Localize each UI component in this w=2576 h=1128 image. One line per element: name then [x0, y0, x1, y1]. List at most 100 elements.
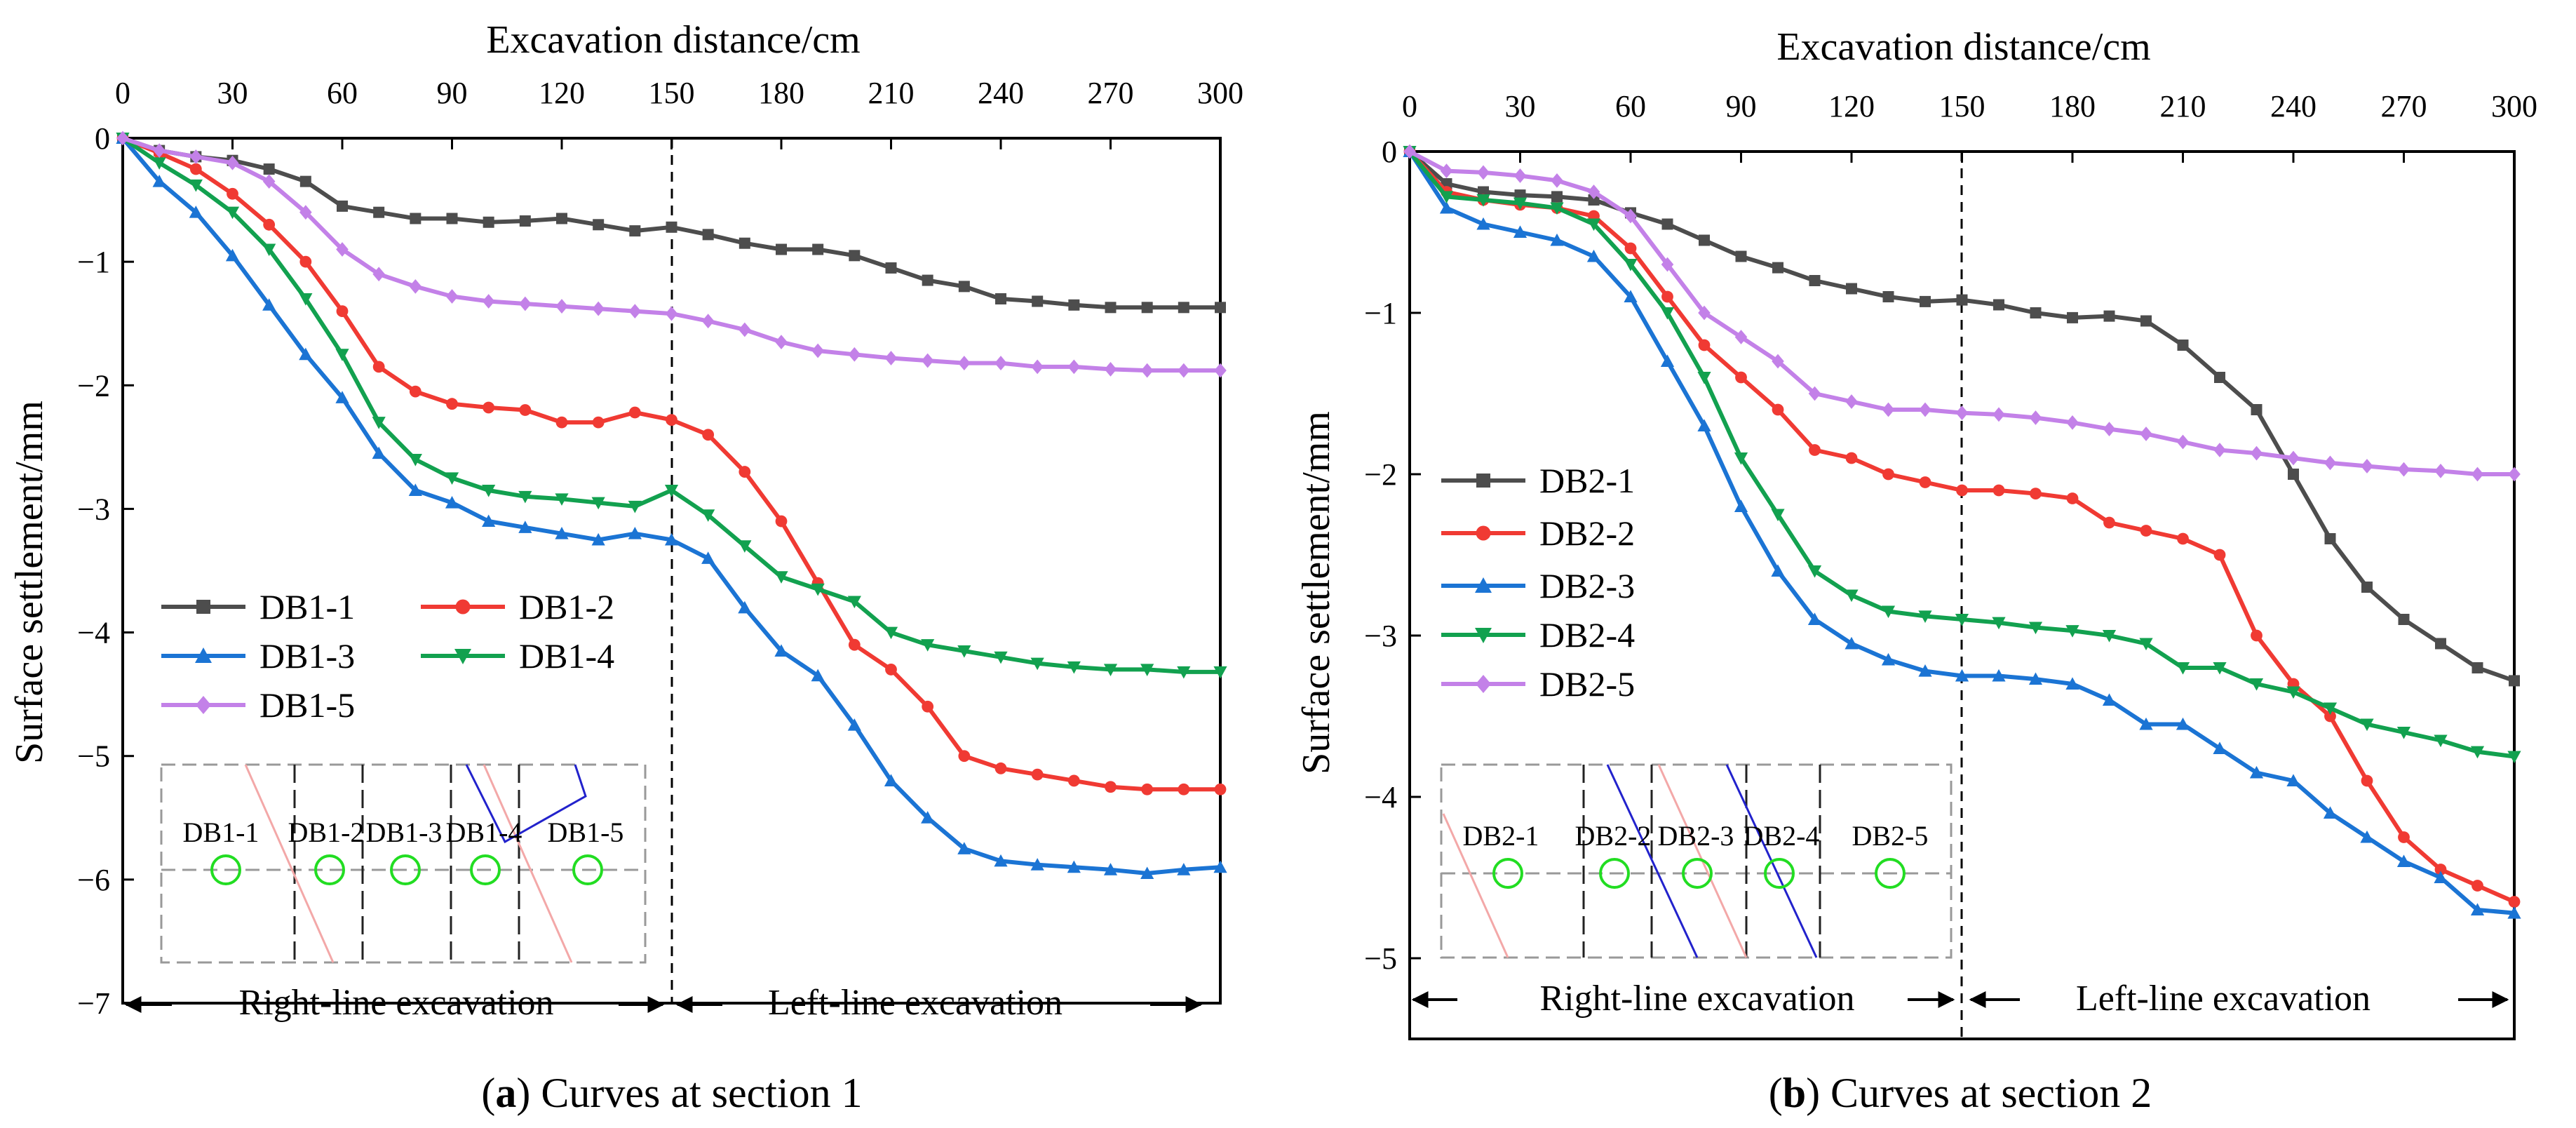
data-point: [2508, 896, 2521, 908]
y-tick-label: −6: [77, 863, 110, 897]
data-point: [2102, 693, 2117, 706]
x-tick-label: 180: [758, 76, 804, 110]
data-point: [408, 453, 422, 466]
panel-b-letter: b: [1783, 1070, 1806, 1116]
data-point: [518, 521, 532, 533]
y-tick-label: −5: [77, 739, 110, 774]
data-point: [629, 225, 641, 237]
data-point: [1882, 468, 1894, 481]
legend-label: DB2-3: [1539, 566, 1635, 605]
legend-item: DB2-1: [1441, 461, 1635, 500]
data-point: [2030, 307, 2042, 318]
data-point: [666, 414, 677, 427]
data-point: [847, 718, 861, 731]
inset-marker-circle: [1875, 858, 1906, 889]
data-point: [811, 583, 825, 596]
x-tick-label: 0: [1402, 89, 1417, 123]
legend-label: DB2-5: [1539, 664, 1635, 704]
legend-marker: [1475, 577, 1492, 593]
legend-item: DB1-5: [161, 685, 355, 725]
data-point: [409, 278, 422, 294]
data-point: [2472, 880, 2483, 892]
data-point: [1881, 605, 1896, 619]
x-tick-label: 150: [1939, 89, 1985, 123]
data-point: [1661, 218, 1673, 230]
x-tick-label: 90: [1726, 89, 1757, 123]
data-point: [628, 406, 641, 419]
data-point: [1955, 405, 1969, 420]
data-point: [1214, 783, 1227, 795]
legend-item: DB2-4: [1441, 615, 1635, 654]
legend-label: DB2-4: [1539, 615, 1635, 654]
x-tick-label: 30: [217, 76, 248, 110]
data-point: [739, 237, 750, 249]
data-point: [921, 639, 935, 652]
data-point: [2140, 315, 2152, 327]
data-point: [372, 361, 385, 373]
data-point: [884, 774, 898, 786]
inset-label: DB1-1: [183, 817, 259, 848]
data-point: [2139, 638, 2153, 651]
data-point: [2066, 492, 2079, 504]
panel-a-excavation-arrows: Right-line excavation Left-line excavati…: [124, 983, 1203, 1023]
panel-a-caption-text: Curves at section 1: [530, 1070, 862, 1116]
panel-a: Excavation distance/cm 0 30 60 90 120 150 180 2…: [8, 18, 1243, 1116]
data-point: [2249, 678, 2264, 691]
data-point: [1140, 866, 1154, 880]
panel-a-series: [116, 130, 1227, 880]
data-point: [555, 416, 568, 429]
x-tick-label: 240: [2270, 89, 2317, 123]
panel-a-legend: DB1-1 DB1-2 DB1-3 DB1-4 DB1-5: [161, 587, 614, 725]
data-point: [2176, 717, 2190, 730]
data-point: [1067, 661, 1081, 674]
data-point: [483, 216, 494, 228]
y-tick-label: −2: [1364, 457, 1397, 492]
inset-marker-circle: [390, 854, 421, 885]
legend-marker: [1476, 474, 1490, 488]
data-point: [1105, 781, 1117, 793]
x-tick-label: 270: [1088, 76, 1134, 110]
data-point: [2507, 751, 2521, 764]
data-point: [336, 242, 349, 257]
data-point: [702, 229, 714, 241]
y-tick-label: −3: [1364, 619, 1397, 653]
data-point: [2434, 734, 2448, 748]
data-point: [957, 842, 971, 854]
data-point: [2251, 404, 2263, 415]
data-point: [738, 540, 752, 553]
panel-b-legend: DB2-1 DB2-2 DB2-3 DB2-4 DB2-5: [1441, 461, 1635, 704]
data-point: [1772, 403, 1784, 416]
data-point: [593, 219, 605, 231]
data-point: [775, 335, 788, 350]
data-point: [1178, 363, 1190, 378]
data-point: [1551, 191, 1563, 203]
data-point: [738, 600, 752, 614]
inset-marker-circle: [1764, 858, 1795, 889]
data-point: [2286, 686, 2300, 699]
data-point: [1177, 666, 1191, 679]
y-tick-label: 0: [95, 121, 110, 156]
data-point: [628, 527, 642, 539]
data-point: [1031, 768, 1044, 781]
data-point: [519, 215, 531, 227]
series-db1-3: [116, 131, 1227, 880]
data-point: [774, 571, 788, 584]
data-point: [1214, 363, 1227, 378]
y-tick-label: −7: [77, 986, 110, 1021]
data-point: [226, 155, 239, 170]
data-point: [1661, 290, 1673, 303]
data-point: [701, 551, 715, 564]
data-point: [1476, 194, 1490, 207]
legend-label: DB1-3: [259, 636, 355, 676]
data-point: [2065, 677, 2079, 690]
data-point: [1882, 402, 1895, 417]
data-point: [1699, 234, 1710, 246]
panel-a-inset: DB1-1 DB1-2 DB1-3 DB1-4 DB1-5: [160, 763, 647, 964]
data-point: [1551, 173, 1563, 188]
data-point: [152, 175, 166, 187]
panel-b-inset: DB2-1 DB2-2 DB2-3 DB2-4 DB2-5: [1440, 763, 1953, 959]
data-point: [1103, 664, 1118, 677]
data-point: [848, 638, 861, 651]
data-point: [1104, 361, 1117, 377]
data-point: [847, 596, 861, 609]
